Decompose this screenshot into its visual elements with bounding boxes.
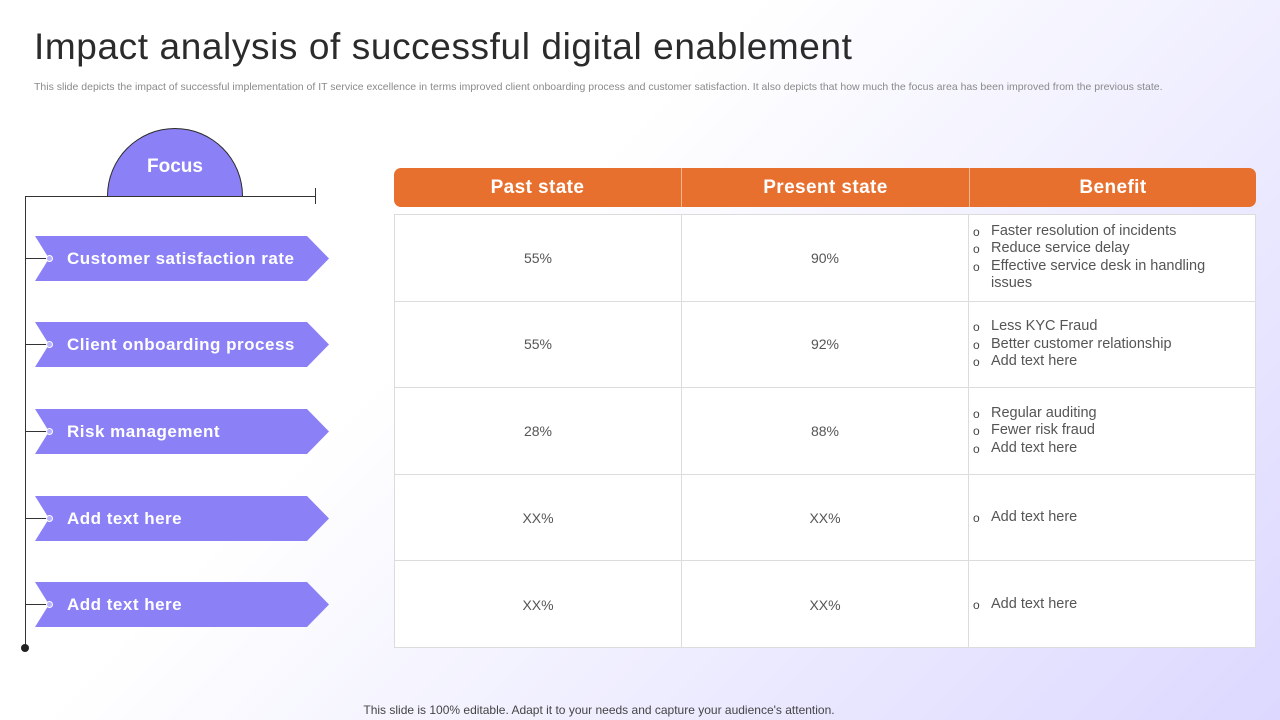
benefit-item: Faster resolution of incidents xyxy=(973,223,1223,241)
cell-past: 28% xyxy=(395,388,682,474)
cell-benefit: Add text here xyxy=(969,561,1255,648)
cell-present: XX% xyxy=(682,474,969,561)
header-benefit: Benefit xyxy=(969,168,1256,207)
benefit-list: Regular auditing Fewer risk fraud Add te… xyxy=(973,405,1223,458)
benefit-item: Better customer relationship xyxy=(973,336,1223,354)
focus-item-label: Add text here xyxy=(67,508,183,528)
benefit-list: Less KYC Fraud Better customer relations… xyxy=(973,318,1223,371)
benefit-item: Add text here xyxy=(973,509,1223,527)
table-header: Past state Present state Benefit xyxy=(394,168,1256,207)
header-present-state: Present state xyxy=(681,168,969,207)
focus-tick xyxy=(25,518,47,519)
cell-past: XX% xyxy=(395,474,682,561)
footer-text: This slide is 100% editable. Adapt it to… xyxy=(363,703,835,717)
cell-present: 92% xyxy=(682,301,969,388)
focus-tick xyxy=(25,604,47,605)
cell-benefit: Faster resolution of incidents Reduce se… xyxy=(969,215,1255,301)
table-row: 55% 92% Less KYC Fraud Better customer r… xyxy=(395,301,1255,389)
focus-item-customer-satisfaction: Customer satisfaction rate xyxy=(35,236,329,281)
page-subtitle: This slide depicts the impact of success… xyxy=(34,81,1163,93)
benefit-item: Add text here xyxy=(973,353,1223,371)
benefit-list: Add text here xyxy=(973,509,1223,527)
cell-benefit: Add text here xyxy=(969,475,1255,561)
focus-item-label: Client onboarding process xyxy=(67,334,295,354)
focus-header: Focus xyxy=(107,128,243,196)
benefit-item: Reduce service delay xyxy=(973,240,1223,258)
page-title: Impact analysis of successful digital en… xyxy=(34,26,853,67)
benefit-item: Regular auditing xyxy=(973,405,1223,423)
benefit-item: Less KYC Fraud xyxy=(973,318,1223,336)
footer-note: This slide is 100% editable. Adapt it to… xyxy=(0,703,1280,717)
benefit-item: Add text here xyxy=(973,596,1223,614)
benefit-list: Add text here xyxy=(973,596,1223,614)
focus-tick xyxy=(25,344,47,345)
focus-item-label: Customer satisfaction rate xyxy=(67,248,295,268)
cell-benefit: Less KYC Fraud Better customer relations… xyxy=(969,302,1255,388)
focus-connector-cap xyxy=(315,188,316,204)
focus-item-placeholder-2: Add text here xyxy=(35,582,329,627)
benefit-item: Effective service desk in handling issue… xyxy=(973,258,1223,293)
focus-node xyxy=(46,515,53,522)
focus-tick xyxy=(25,431,47,432)
table-row: XX% XX% Add text here xyxy=(395,474,1255,562)
table-row: 55% 90% Faster resolution of incidents R… xyxy=(395,215,1255,302)
focus-item-risk-management: Risk management xyxy=(35,409,329,454)
focus-node xyxy=(46,341,53,348)
cell-benefit: Regular auditing Fewer risk fraud Add te… xyxy=(969,388,1255,474)
cell-past: 55% xyxy=(395,301,682,388)
focus-node xyxy=(46,428,53,435)
focus-item-label: Risk management xyxy=(67,421,220,441)
focus-connector-end-dot xyxy=(21,644,29,652)
cell-present: 90% xyxy=(682,215,969,301)
focus-tick xyxy=(25,258,47,259)
focus-vertical-connector xyxy=(25,196,26,648)
header-past-state: Past state xyxy=(490,176,585,198)
table-row: 28% 88% Regular auditing Fewer risk frau… xyxy=(395,388,1255,475)
focus-item-client-onboarding: Client onboarding process xyxy=(35,322,329,367)
benefit-list: Faster resolution of incidents Reduce se… xyxy=(973,223,1223,293)
cell-present: XX% xyxy=(682,561,969,648)
focus-node xyxy=(46,601,53,608)
focus-node xyxy=(46,255,53,262)
focus-item-label: Add text here xyxy=(67,594,183,614)
focus-horizontal-connector xyxy=(25,196,316,197)
table-body: 55% 90% Faster resolution of incidents R… xyxy=(394,214,1256,648)
cell-past: 55% xyxy=(395,215,682,301)
benefit-item: Add text here xyxy=(973,440,1223,458)
focus-item-placeholder-1: Add text here xyxy=(35,496,329,541)
focus-label: Focus xyxy=(147,156,203,177)
table-row: XX% XX% Add text here xyxy=(395,561,1255,648)
cell-present: 88% xyxy=(682,388,969,474)
benefit-item: Fewer risk fraud xyxy=(973,422,1223,440)
cell-past: XX% xyxy=(395,561,682,648)
